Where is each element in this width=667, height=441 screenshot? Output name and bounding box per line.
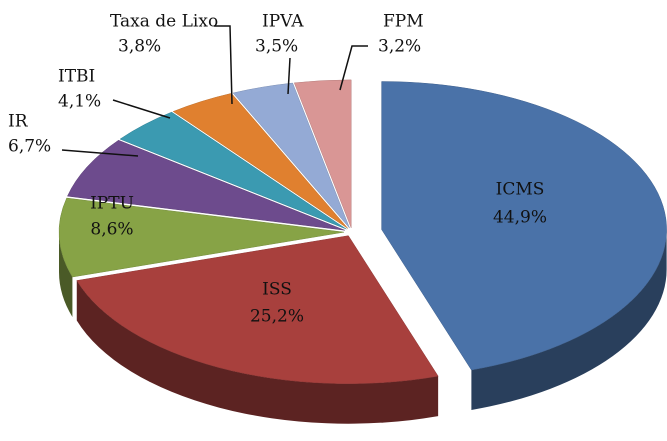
- slice-label: FPM: [383, 12, 424, 32]
- leader-line: [61, 149, 139, 157]
- slice-value-label: 3,2%: [378, 37, 421, 57]
- slice-value-label: 6,7%: [8, 137, 51, 157]
- slice: [293, 79, 352, 228]
- slice-side: [59, 232, 73, 318]
- slice-label: Taxa de Lixo: [110, 12, 218, 32]
- slice: [58, 197, 345, 278]
- slice-side: [76, 280, 439, 424]
- leader-line: [339, 45, 368, 91]
- slice-value-label: 44,9%: [493, 208, 547, 228]
- leader-line: [112, 99, 171, 119]
- pie-walls: [59, 229, 667, 424]
- leader-line: [287, 57, 291, 95]
- slice-label: ICMS: [496, 180, 545, 200]
- slice-value-label: 3,5%: [255, 37, 298, 57]
- slice: [119, 111, 347, 230]
- slice-value-label: 8,6%: [90, 220, 133, 240]
- slice-label: ITBI: [58, 67, 95, 87]
- pie-tops: [58, 79, 667, 384]
- slice-label: IR: [8, 112, 29, 132]
- slice-value-label: 4,1%: [58, 92, 101, 112]
- slice: [76, 235, 439, 384]
- slice-value-label: 25,2%: [250, 307, 304, 327]
- slice: [232, 82, 350, 229]
- slice-label: IPTU: [90, 194, 134, 214]
- slice-label: IPVA: [262, 12, 304, 32]
- labels: ICMS 44,9% ISS 25,2% IPTU 8,6% IR 6,7% ITBI 4,1% T…: [8, 12, 547, 327]
- slice: [67, 139, 345, 231]
- slice-label: ISS: [262, 280, 292, 300]
- slice-value-label: 3,8%: [118, 37, 161, 57]
- slice-side: [471, 229, 667, 410]
- leader-lines: [61, 25, 368, 157]
- slice: [381, 81, 667, 371]
- leader-line: [214, 25, 233, 105]
